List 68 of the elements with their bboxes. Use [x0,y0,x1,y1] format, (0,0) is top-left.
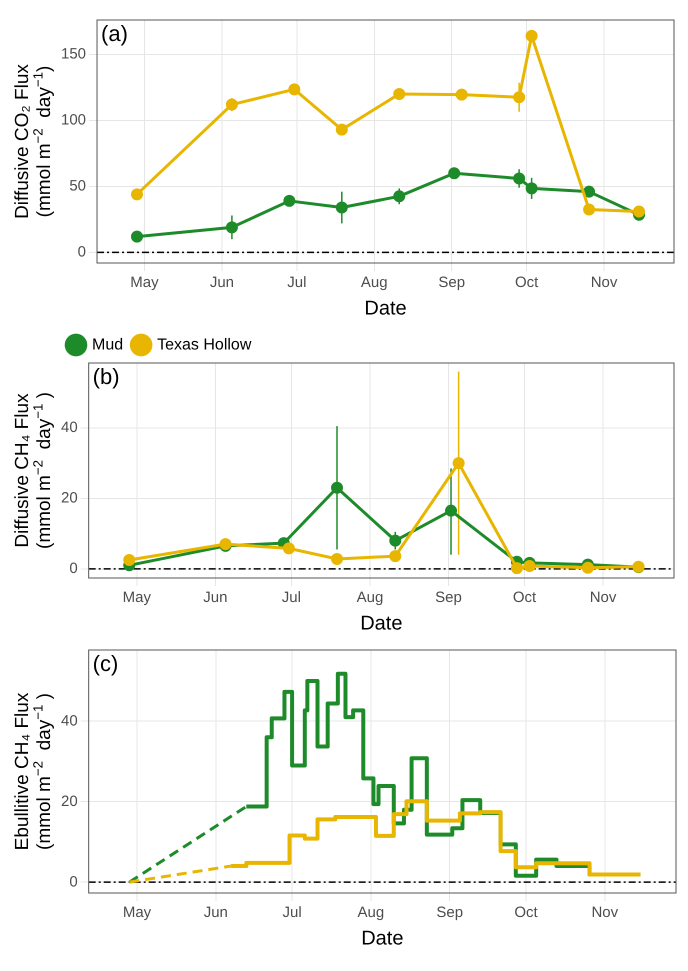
point [336,202,348,214]
point [524,560,536,572]
annotation: (a) [101,21,128,46]
x-tick-label: Jul [287,274,306,292]
x-tick-label: May [122,589,152,606]
x-tick-label: Nov [590,274,618,292]
y-tick-label: 0 [78,244,86,261]
point [513,172,526,184]
x-tick-label: Nov [590,589,617,606]
legend-label: Texas Hollow [157,336,252,354]
point [288,83,300,96]
x-tick-label: Aug [356,589,384,606]
point [226,98,238,111]
point [526,30,538,42]
x-tick-label: Oct [512,589,537,606]
x-tick-label: Jun [210,274,234,292]
point [389,550,402,562]
y-tick-label: 150 [60,45,86,62]
x-axis-title: Date [364,298,407,320]
annotation: (b) [92,364,120,390]
point [393,190,406,202]
point [583,204,596,216]
point [282,542,295,554]
x-tick-label: May [122,904,152,922]
legend-label: Mud [92,336,124,354]
x-tick-label: Jul [282,904,302,922]
point [526,182,538,194]
point [283,194,296,207]
x-axis-title: Date [361,928,404,950]
x-tick-label: Jun [203,589,228,606]
point [123,554,136,566]
point [389,534,402,547]
point [130,230,143,243]
point [633,205,646,218]
x-tick-label: Sep [435,589,462,606]
x-tick-label: Jun [204,904,228,922]
point [331,552,343,565]
y-tick-label: 100 [60,112,86,129]
y-tick-label: 50 [69,178,86,195]
point [452,457,465,470]
y-tick-label: 0 [69,560,78,577]
x-tick-label: Oct [514,274,540,292]
x-tick-label: Sep [436,904,464,922]
x-axis-title: Date [360,612,402,635]
y-tick-label: 40 [60,418,78,436]
point [393,88,406,100]
point [582,562,594,574]
annotation: (c) [92,651,118,676]
x-tick-label: Aug [358,904,384,922]
y-tick-label: 20 [60,489,78,506]
point [331,482,343,494]
point [510,562,523,574]
point [336,124,348,136]
point [513,91,526,104]
point [448,167,460,180]
y-tick-label: 40 [60,712,78,730]
y-tick-label: 0 [69,873,78,890]
point [226,221,238,234]
point [445,504,458,517]
x-tick-label: Nov [591,904,619,922]
x-tick-label: Jul [282,589,301,606]
x-tick-label: May [130,274,160,292]
x-tick-label: Aug [360,274,388,292]
x-tick-label: Sep [438,274,466,292]
y-tick-label: 20 [60,792,78,810]
point [130,188,143,200]
point [456,88,468,101]
x-tick-label: Oct [514,904,538,922]
